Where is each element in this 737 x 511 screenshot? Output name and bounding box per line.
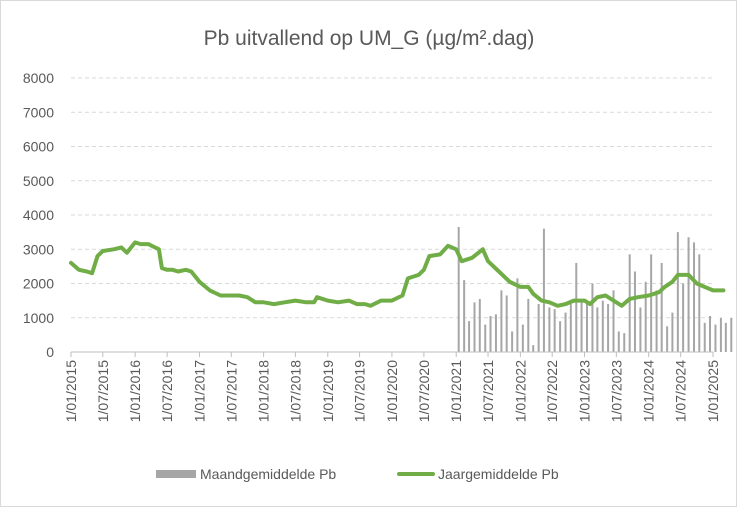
bar (511, 331, 514, 352)
bar (607, 304, 610, 352)
bar (468, 321, 471, 352)
x-axis: 1/01/2015 1/07/2015 1/01/2016 1/07/2016 1/01… (63, 351, 721, 422)
bar (639, 307, 642, 352)
bar (693, 242, 696, 352)
line-series (69, 240, 726, 308)
bar (591, 283, 594, 352)
x-tick-label: 1/07/2015 (95, 360, 111, 422)
bar (724, 322, 727, 352)
x-tick-label: 1/01/2022 (512, 360, 528, 422)
bar (505, 295, 508, 352)
bar (494, 314, 497, 352)
bar (650, 254, 653, 352)
x-tick-label: 1/01/2017 (191, 360, 207, 422)
y-tick-label: 8000 (23, 70, 54, 86)
bar (660, 262, 663, 352)
bar (628, 254, 631, 352)
bar (676, 232, 679, 352)
x-tick-label: 1/07/2022 (544, 360, 560, 422)
bar (655, 290, 658, 352)
x-tick-label: 1/07/2023 (608, 360, 624, 422)
bar (564, 312, 567, 352)
y-axis-tick-labels: 0 1000 2000 3000 4000 5000 6000 7000 8000 (23, 70, 54, 360)
bar (596, 307, 599, 352)
y-tick-label: 0 (46, 344, 54, 360)
bar (644, 281, 647, 352)
legend: Maandgemiddelde Pb Jaargemiddelde Pb (156, 466, 559, 482)
series-line (69, 240, 726, 308)
x-tick-label: 1/07/2020 (416, 360, 432, 422)
bar (612, 290, 615, 352)
legend-label-bars: Maandgemiddelde Pb (200, 466, 336, 482)
bar (666, 326, 669, 352)
y-tick-label: 2000 (23, 276, 54, 292)
bar (698, 254, 701, 352)
bar (457, 226, 460, 352)
bar (633, 271, 636, 352)
legend-label-line: Jaargemiddelde Pb (438, 466, 559, 482)
bar (714, 324, 717, 352)
bar (489, 316, 492, 352)
grid-lines (71, 77, 713, 319)
x-tick-label: 1/07/2017 (223, 360, 239, 422)
bar (719, 317, 722, 352)
x-tick-label: 1/07/2021 (480, 360, 496, 422)
x-tick-label: 1/07/2018 (287, 360, 303, 422)
bar (730, 317, 733, 352)
y-tick-label: 3000 (23, 241, 54, 257)
bar (500, 290, 503, 352)
bar (484, 324, 487, 352)
bar-series (457, 226, 733, 352)
x-tick-label: 1/07/2024 (673, 360, 689, 422)
bar (527, 298, 530, 352)
x-tick-label: 1/01/2019 (320, 360, 336, 422)
y-tick-label: 1000 (23, 310, 54, 326)
bar (521, 324, 524, 352)
bar (542, 228, 545, 352)
bar (585, 300, 588, 352)
bar (682, 283, 685, 352)
x-tick-label: 1/07/2016 (159, 360, 175, 422)
legend-swatch-bars (156, 470, 196, 478)
bar (553, 309, 556, 352)
y-tick-label: 4000 (23, 207, 54, 223)
bar (617, 331, 620, 352)
bar (532, 345, 535, 352)
bar (623, 333, 626, 352)
bar (601, 300, 604, 352)
bar (671, 312, 674, 352)
bar (575, 262, 578, 352)
y-tick-label: 5000 (23, 173, 54, 189)
bar (463, 280, 466, 352)
x-tick-label: 1/01/2025 (705, 360, 721, 422)
chart-title: Pb uitvallend op UM_G (µg/m².dag) (204, 27, 535, 50)
bar (478, 298, 481, 352)
x-tick-label: 1/01/2020 (384, 360, 400, 422)
bar (537, 304, 540, 352)
bar (569, 304, 572, 352)
x-tick-label: 1/01/2015 (63, 360, 79, 422)
bar (559, 321, 562, 352)
y-tick-label: 6000 (23, 139, 54, 155)
bar (548, 307, 551, 352)
bar (687, 237, 690, 352)
y-tick-label: 7000 (23, 104, 54, 120)
bar (473, 302, 476, 352)
bar (580, 302, 583, 352)
bar (709, 316, 712, 352)
x-tick-label: 1/01/2024 (641, 360, 657, 422)
x-tick-label: 1/01/2023 (577, 360, 593, 422)
x-tick-label: 1/01/2016 (127, 360, 143, 422)
x-tick-label: 1/01/2021 (448, 360, 464, 422)
x-tick-label: 1/01/2018 (256, 360, 272, 422)
bar (516, 278, 519, 352)
bar (703, 322, 706, 352)
x-tick-label: 1/07/2019 (352, 360, 368, 422)
